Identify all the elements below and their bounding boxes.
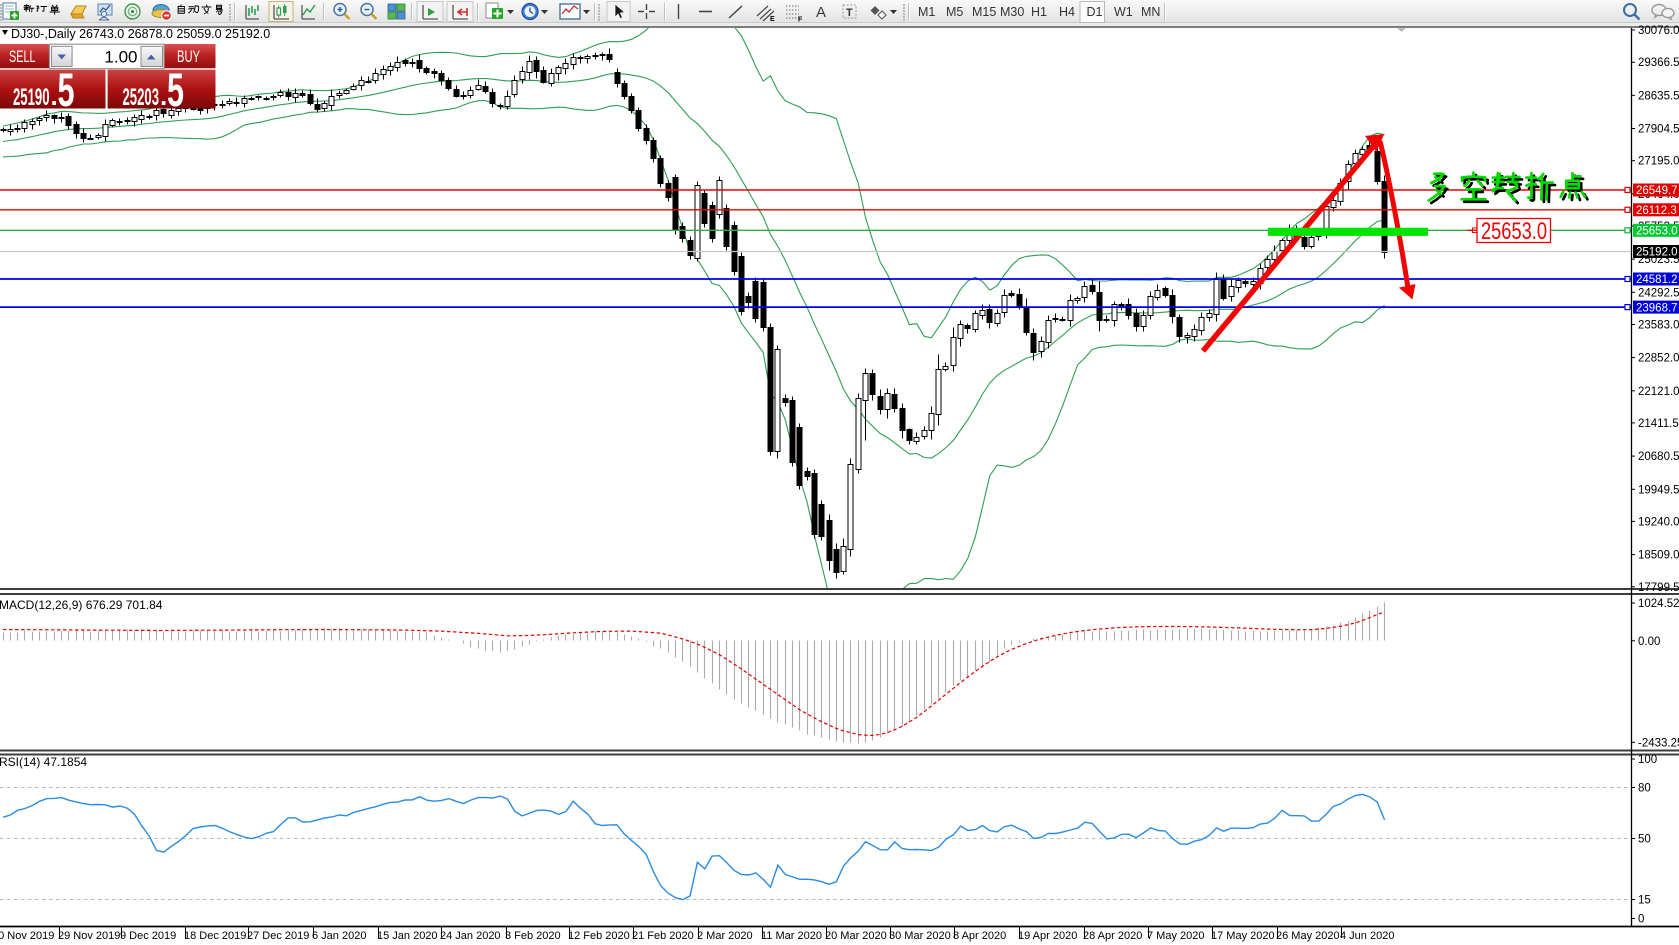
- svg-text:22852.0: 22852.0: [1638, 353, 1679, 365]
- svg-text:15 Jan 2020: 15 Jan 2020: [377, 930, 438, 942]
- svg-text:11 Mar 2020: 11 Mar 2020: [761, 930, 822, 942]
- svg-text:RSI(14) 47.1854: RSI(14) 47.1854: [0, 755, 87, 769]
- svg-text:.: .: [160, 81, 167, 111]
- svg-text:M15: M15: [972, 5, 996, 19]
- svg-text:20680.5: 20680.5: [1638, 451, 1679, 463]
- svg-text:22121.0: 22121.0: [1638, 386, 1679, 398]
- svg-text:17799.5: 17799.5: [1638, 582, 1679, 594]
- svg-text:7 May 2020: 7 May 2020: [1147, 930, 1204, 942]
- svg-text:1.00: 1.00: [104, 48, 137, 67]
- svg-text:27195.0: 27195.0: [1638, 156, 1679, 168]
- svg-text:25653.0: 25653.0: [1636, 226, 1678, 238]
- svg-text:5: 5: [167, 63, 184, 116]
- svg-text:M30: M30: [1000, 5, 1024, 19]
- svg-text:80: 80: [1638, 783, 1651, 795]
- svg-text:W1: W1: [1114, 5, 1133, 19]
- svg-text:25190: 25190: [13, 84, 50, 111]
- svg-text:27904.5: 27904.5: [1638, 124, 1679, 136]
- svg-text:15: 15: [1638, 895, 1651, 907]
- svg-text:M5: M5: [946, 5, 963, 19]
- svg-text:A: A: [816, 4, 826, 21]
- svg-text:5: 5: [58, 63, 75, 116]
- svg-text:2 Mar 2020: 2 Mar 2020: [697, 930, 753, 942]
- svg-text:MACD(12,26,9) 676.29 701.84: MACD(12,26,9) 676.29 701.84: [0, 598, 163, 612]
- svg-text:.: .: [51, 81, 58, 111]
- svg-text:0: 0: [1638, 914, 1644, 926]
- svg-text:25203: 25203: [123, 84, 160, 111]
- svg-text:3 Feb 2020: 3 Feb 2020: [505, 930, 561, 942]
- svg-text:20 Nov 2019: 20 Nov 2019: [0, 930, 54, 942]
- svg-text:4 Jun 2020: 4 Jun 2020: [1340, 930, 1394, 942]
- svg-text:E: E: [770, 16, 775, 23]
- svg-text:29 Nov 2019: 29 Nov 2019: [58, 930, 120, 942]
- svg-text:27 Dec 2019: 27 Dec 2019: [247, 930, 309, 942]
- svg-text:D1: D1: [1087, 5, 1103, 19]
- svg-text:BUY: BUY: [177, 47, 200, 66]
- svg-text:26 May 2020: 26 May 2020: [1276, 930, 1340, 942]
- svg-text:50: 50: [1638, 834, 1651, 846]
- svg-text:26549.7: 26549.7: [1636, 185, 1678, 197]
- svg-text:28 Apr 2020: 28 Apr 2020: [1083, 930, 1142, 942]
- svg-text:24 Jan 2020: 24 Jan 2020: [440, 930, 501, 942]
- svg-text:100: 100: [1638, 754, 1657, 766]
- svg-text:F: F: [798, 17, 803, 24]
- svg-text:21 Feb 2020: 21 Feb 2020: [632, 930, 694, 942]
- svg-text:24292.5: 24292.5: [1638, 287, 1679, 299]
- svg-text:-2433.25: -2433.25: [1638, 738, 1679, 750]
- svg-text:19240.0: 19240.0: [1638, 516, 1679, 528]
- svg-text:30076.0: 30076.0: [1638, 25, 1679, 37]
- svg-text:23968.7: 23968.7: [1636, 302, 1678, 314]
- svg-text:25653.0: 25653.0: [1481, 218, 1547, 245]
- svg-text:23583.0: 23583.0: [1638, 320, 1679, 332]
- svg-text:8 Apr 2020: 8 Apr 2020: [953, 930, 1006, 942]
- svg-text:H1: H1: [1031, 5, 1047, 19]
- svg-text:18 Dec 2019: 18 Dec 2019: [184, 930, 246, 942]
- svg-text:T: T: [846, 7, 853, 19]
- svg-text:M1: M1: [918, 5, 935, 19]
- svg-text:19 Apr 2020: 19 Apr 2020: [1018, 930, 1077, 942]
- svg-text:MN: MN: [1141, 5, 1160, 19]
- svg-text:9 Dec 2019: 9 Dec 2019: [120, 930, 176, 942]
- svg-text:DJ30-,Daily 26743.0 26878.0 2: DJ30-,Daily 26743.0 26878.0 25059.0 2519…: [11, 27, 270, 41]
- svg-text:25192.0: 25192.0: [1636, 247, 1678, 259]
- svg-text:30 Mar 2020: 30 Mar 2020: [889, 930, 951, 942]
- svg-text:24581.2: 24581.2: [1636, 274, 1678, 286]
- svg-text:26112.3: 26112.3: [1636, 205, 1677, 217]
- svg-text:28635.5: 28635.5: [1638, 90, 1679, 102]
- svg-text:18509.0: 18509.0: [1638, 550, 1679, 562]
- svg-text:6 Jan 2020: 6 Jan 2020: [312, 930, 366, 942]
- svg-text:17 May 2020: 17 May 2020: [1211, 930, 1275, 942]
- svg-text:0.00: 0.00: [1638, 636, 1660, 648]
- svg-text:H4: H4: [1059, 5, 1075, 19]
- svg-text:29366.5: 29366.5: [1638, 57, 1679, 69]
- svg-text:SELL: SELL: [9, 47, 36, 66]
- svg-text:1024.52: 1024.52: [1638, 598, 1679, 610]
- svg-text:20 Mar 2020: 20 Mar 2020: [825, 930, 887, 942]
- svg-text:19949.5: 19949.5: [1638, 484, 1679, 496]
- svg-text:21411.5: 21411.5: [1638, 418, 1679, 430]
- svg-text:12 Feb 2020: 12 Feb 2020: [568, 930, 630, 942]
